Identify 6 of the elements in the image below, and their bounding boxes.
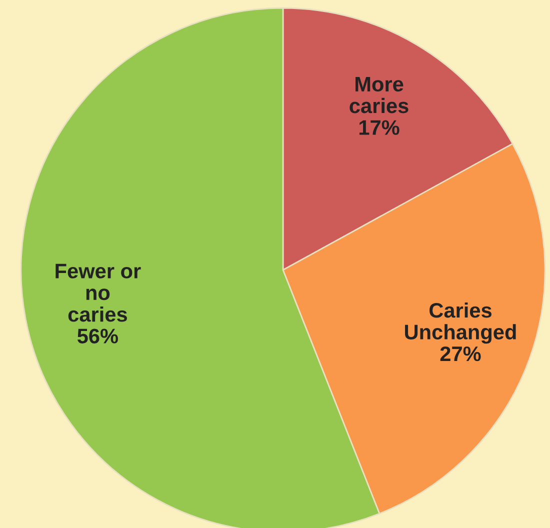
slice-label: Caries Unchanged [405, 302, 516, 344]
data-label: 27% [440, 346, 481, 362]
data-label: 56% [77, 328, 118, 344]
slice-label: Fewer or no caries [56, 264, 141, 322]
data-label: 17% [359, 120, 400, 135]
slice-label: More caries [350, 77, 408, 114]
